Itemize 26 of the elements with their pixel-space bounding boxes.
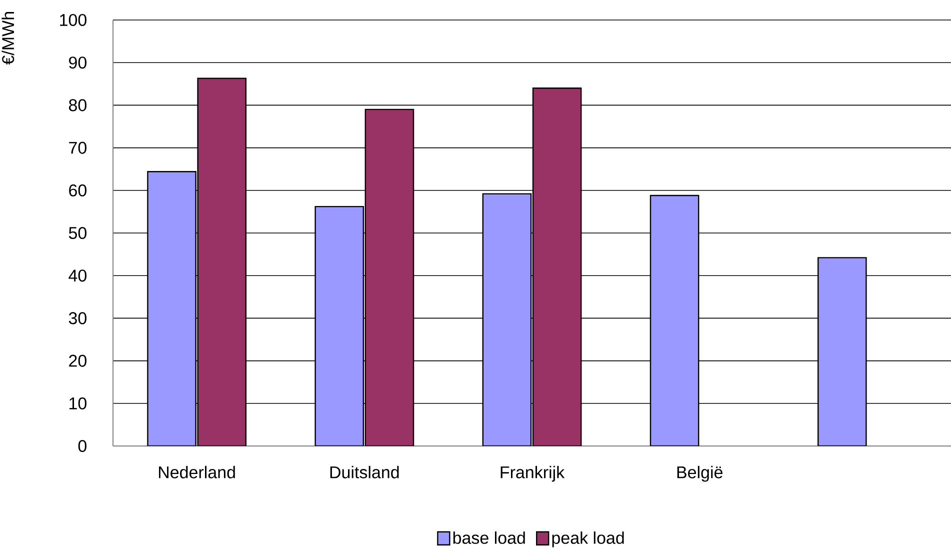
x-tick-label: België	[677, 466, 722, 482]
x-tick-label: Frankrijk	[500, 466, 565, 482]
bar	[364, 108, 414, 446]
y-tick-label: 40	[68, 270, 86, 282]
y-tick-label: 80	[68, 99, 86, 112]
y-tick-label: 90	[69, 56, 86, 69]
y-tick-label: 70	[69, 142, 86, 154]
legend-label: base load	[453, 531, 525, 544]
y-tick-label: 60	[69, 184, 86, 196]
y-tick-label: 10	[70, 397, 86, 410]
bar	[314, 206, 364, 446]
y-tick-label: 30	[68, 312, 86, 324]
bar	[532, 88, 582, 446]
y-axis-title: €/MWh	[2, 12, 14, 65]
x-tick-label: Duitsland	[330, 466, 399, 478]
y-tick-label: 50	[68, 226, 86, 240]
y-tick-label: 0	[78, 440, 86, 452]
bar	[650, 194, 700, 446]
bar	[818, 257, 867, 446]
y-tick-label: 100	[60, 14, 86, 26]
bar	[197, 78, 246, 446]
bar	[482, 193, 532, 446]
legend-label: peak load	[552, 531, 624, 548]
y-tick-label: 20	[69, 354, 86, 367]
bar	[147, 171, 196, 446]
x-tick-label: Nederland	[158, 466, 235, 478]
